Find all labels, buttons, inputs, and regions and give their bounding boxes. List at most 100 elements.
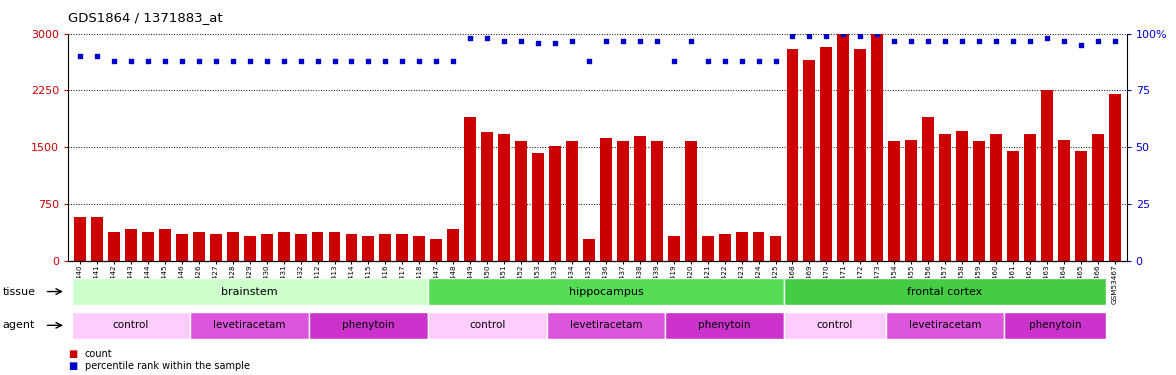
Point [596,38,615,44]
Point [393,58,412,64]
Bar [191,312,309,339]
Bar [362,236,374,261]
Bar [227,232,239,261]
Bar [481,132,493,261]
Point [223,58,242,64]
Point [918,38,937,44]
Bar [940,134,951,261]
Bar [855,49,867,261]
Bar [243,236,255,261]
Bar [142,232,154,261]
Point [851,33,870,39]
Bar [414,236,426,261]
Bar [176,234,188,261]
Point [477,35,496,41]
Bar [583,240,595,261]
Point [88,54,107,60]
Point [1088,38,1107,44]
Text: phenytoin: phenytoin [1029,320,1082,330]
Point [970,38,989,44]
Point [715,58,734,64]
Bar [380,234,392,261]
Text: control: control [816,320,853,330]
Bar [261,234,273,261]
Bar [634,136,646,261]
Bar [666,312,784,339]
Point [681,38,700,44]
Point [614,38,633,44]
Point [325,58,343,64]
Point [630,38,649,44]
Bar [547,312,666,339]
Point [699,58,717,64]
Text: hippocampus: hippocampus [568,286,643,297]
Bar [668,236,680,261]
Bar [465,117,476,261]
Bar [990,134,1002,261]
Bar [784,278,1107,305]
Point [206,58,225,64]
Point [443,58,462,64]
Point [240,58,259,64]
Bar [922,117,934,261]
Point [155,58,174,64]
Bar [72,312,191,339]
Bar [549,146,561,261]
Text: levetiracetam: levetiracetam [214,320,286,330]
Point [376,58,395,64]
Text: frontal cortex: frontal cortex [908,286,983,297]
Bar [821,47,833,261]
Text: ■: ■ [68,350,78,359]
Bar [278,232,289,261]
Point [884,38,903,44]
Text: agent: agent [2,320,35,330]
Point [173,58,192,64]
Text: brainstem: brainstem [221,286,278,297]
Bar [532,153,544,261]
Bar [803,60,815,261]
Bar [600,138,612,261]
Point [664,58,683,64]
Bar [1091,134,1104,261]
Bar [753,232,764,261]
Bar [769,236,781,261]
Bar [1041,90,1053,261]
Bar [447,229,459,261]
Point [817,33,836,39]
Bar [1109,94,1121,261]
Point [189,58,208,64]
Point [529,40,548,46]
Point [1003,38,1022,44]
Bar [736,232,748,261]
Bar [1075,151,1087,261]
Bar [702,236,714,261]
Point [71,54,89,60]
Bar [428,312,547,339]
Bar [973,141,985,261]
Text: control: control [469,320,506,330]
Point [562,38,581,44]
Point [308,58,327,64]
Point [1055,38,1074,44]
Bar [837,34,849,261]
Point [783,33,802,39]
Bar [1058,140,1070,261]
Point [121,58,140,64]
Bar [159,229,171,261]
Bar [787,49,799,261]
Bar [515,141,527,261]
Point [495,38,514,44]
Bar [784,312,886,339]
Point [105,58,123,64]
Point [410,58,429,64]
Bar [428,278,784,305]
Point [359,58,377,64]
Text: GDS1864 / 1371883_at: GDS1864 / 1371883_at [68,11,222,24]
Bar [328,232,340,261]
Point [258,58,276,64]
Point [868,31,887,37]
Bar [871,34,883,261]
Bar [430,240,442,261]
Text: levetiracetam: levetiracetam [909,320,981,330]
Point [766,58,784,64]
